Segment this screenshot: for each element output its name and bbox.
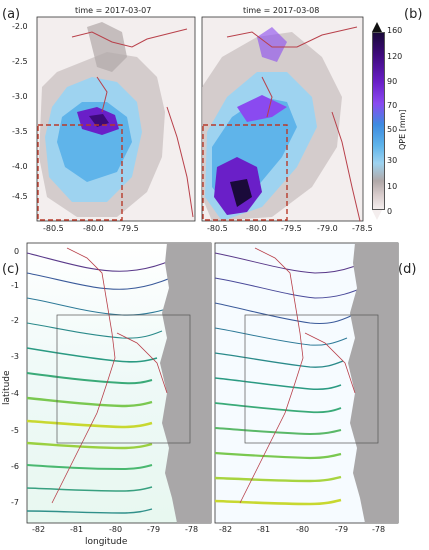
panel-label-a: (a): [2, 7, 21, 22]
precip-peak: [230, 179, 252, 207]
qpe-colorbar: [372, 22, 385, 220]
y-tick: -2.0: [12, 22, 28, 31]
colorbar-tick: 160: [387, 26, 403, 35]
colorbar-tick: 90: [387, 77, 398, 86]
x-tick: -80.0: [83, 224, 104, 233]
wind-map-d: [214, 242, 399, 524]
colorbar-tick: 10: [387, 182, 398, 191]
y-tick: 0: [14, 247, 20, 256]
study-box: [244, 314, 379, 444]
precip-peak: [89, 114, 109, 127]
colorbar-tick: 120: [387, 52, 403, 61]
x-tick: -80: [109, 525, 123, 534]
colorbar-bottom-arrow: [372, 210, 382, 220]
y-tick: -3.0: [12, 92, 28, 101]
x-tick: -78: [372, 525, 386, 534]
border-line: [226, 26, 361, 222]
y-tick: -6: [11, 462, 19, 471]
study-box: [37, 124, 123, 221]
colorbar-tick: 0: [387, 207, 393, 216]
x-tick: -80: [296, 525, 310, 534]
qpe-map-2017-03-08: [201, 16, 364, 222]
y-tick: -1: [11, 281, 19, 290]
y-tick: -2.5: [12, 57, 28, 66]
map-title-left: time = 2017-03-07: [75, 6, 152, 15]
land-mass: [348, 243, 398, 523]
y-tick: -4.5: [12, 192, 28, 201]
streamlines: [214, 250, 386, 506]
map-title-right: time = 2017-03-08: [243, 6, 320, 15]
streamlines: [26, 247, 198, 514]
colorbar-tick: 70: [387, 101, 398, 110]
qpe-map-2017-03-07: [36, 16, 196, 222]
x-tick: -78.5: [352, 224, 373, 233]
colorbar-tick: 30: [387, 156, 398, 165]
x-tick: -79.0: [317, 224, 338, 233]
y-tick: -7: [11, 498, 19, 507]
x-tick: -80.5: [43, 224, 64, 233]
y-tick: -5: [11, 426, 19, 435]
x-tick: -79.5: [118, 224, 139, 233]
study-box: [56, 314, 191, 444]
y-tick: -2: [11, 316, 19, 325]
y-axis-label: latitude: [2, 370, 12, 405]
x-tick: -81: [257, 525, 271, 534]
panel-label-b: (b): [404, 7, 423, 22]
coastline-border: [51, 247, 168, 504]
x-axis-label: longitude: [85, 537, 128, 547]
land-mass: [160, 243, 211, 523]
border-line: [71, 28, 194, 218]
x-tick: -81: [70, 525, 84, 534]
y-tick: -3: [11, 352, 19, 361]
y-tick: -4: [11, 389, 19, 398]
y-tick: -4.0: [12, 162, 28, 171]
x-tick: -79.5: [281, 224, 302, 233]
x-tick: -82: [32, 525, 46, 534]
coastline-border: [239, 247, 356, 504]
x-tick: -82: [219, 525, 233, 534]
panel-label-d: (d): [398, 262, 417, 277]
precip-band: [237, 95, 287, 122]
x-tick: -78: [185, 525, 199, 534]
panel-label-c: (c): [2, 262, 20, 277]
study-box: [202, 124, 288, 221]
x-tick: -80.5: [207, 224, 228, 233]
wind-map-c: [26, 242, 212, 524]
colorbar-top-arrow: [372, 22, 382, 32]
x-tick: -79: [335, 525, 349, 534]
x-tick: -80.0: [246, 224, 267, 233]
north-band: [257, 27, 287, 62]
colorbar-gradient: [372, 32, 385, 210]
colorbar-tick: 50: [387, 125, 398, 134]
colorbar-label: QPE [mm]: [398, 109, 407, 150]
y-tick: -3.5: [12, 127, 28, 136]
x-tick: -79: [147, 525, 161, 534]
